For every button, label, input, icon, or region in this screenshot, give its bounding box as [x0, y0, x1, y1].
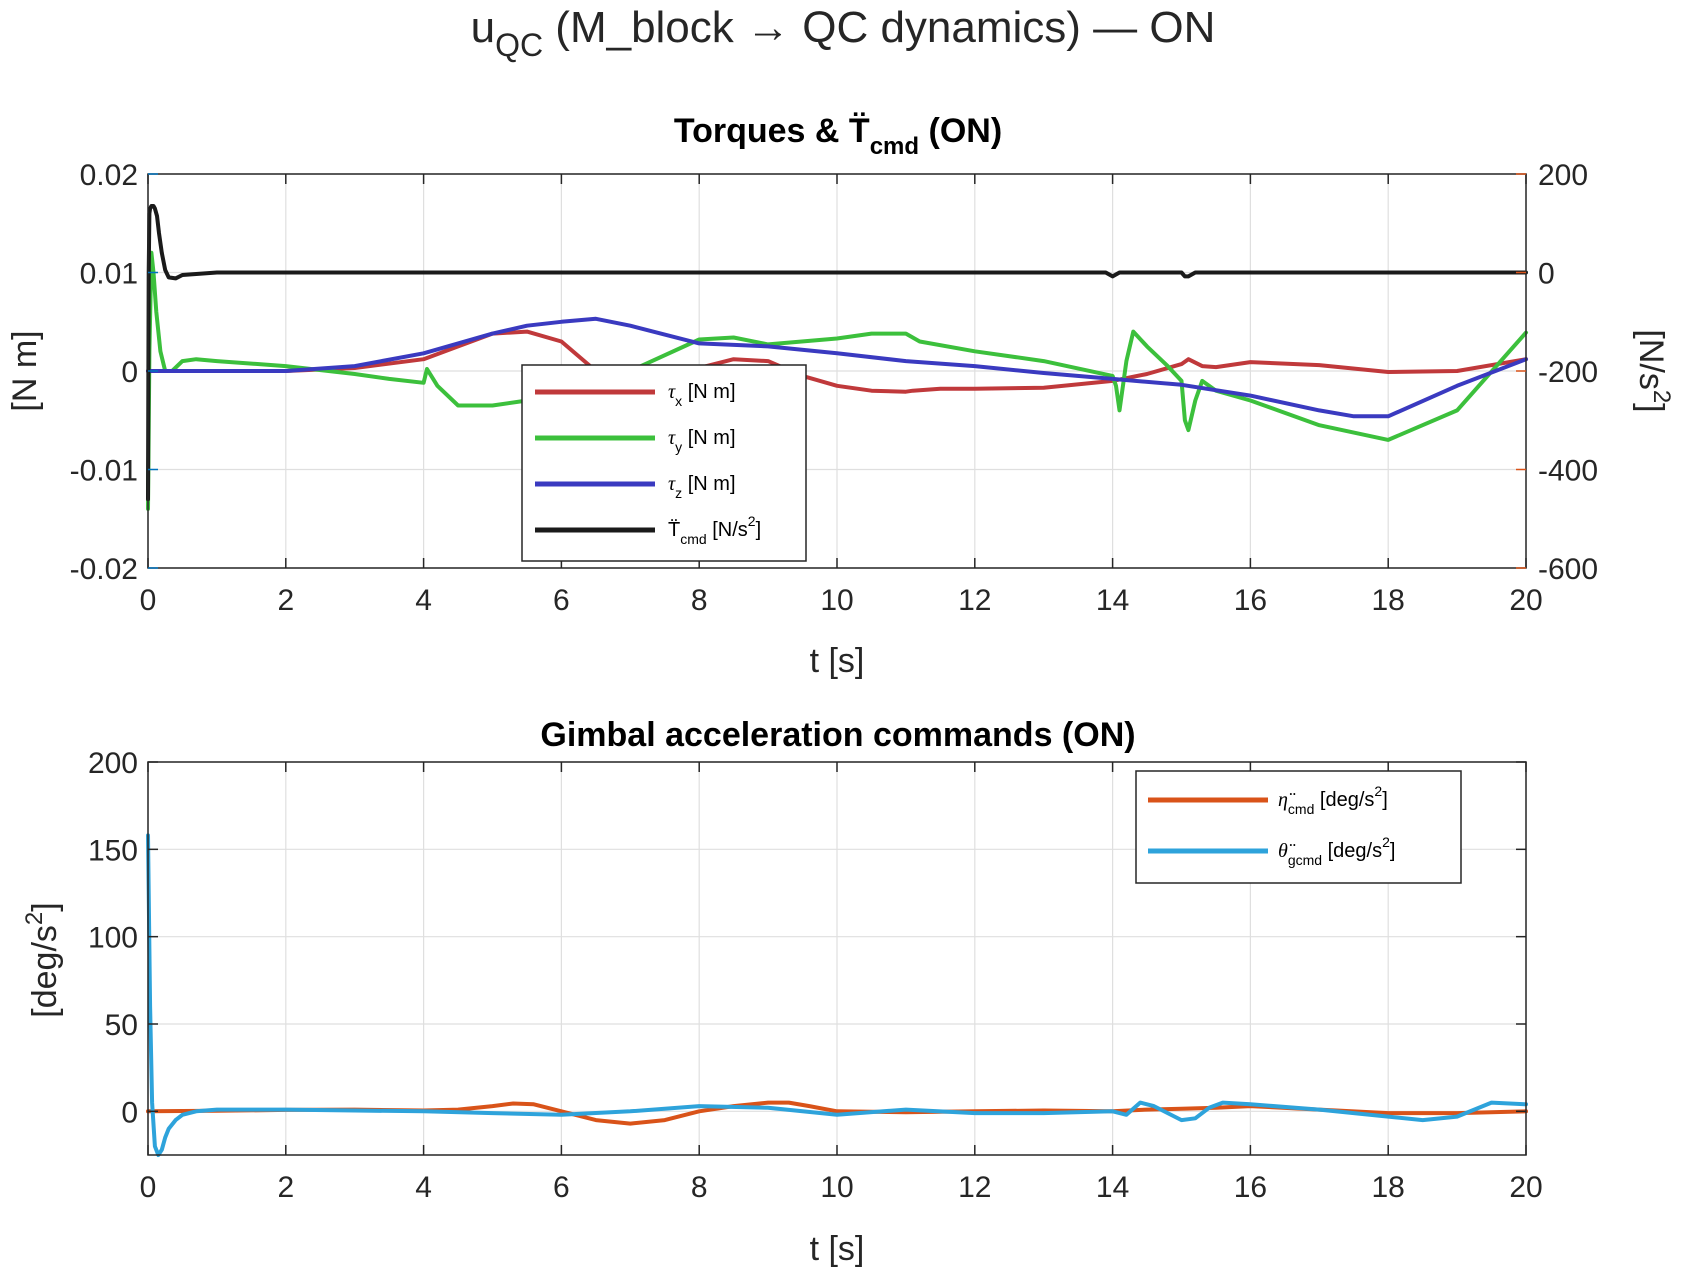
gimbal-y-tick-label: 200: [88, 747, 138, 780]
torques-right-y-tick-label: -200: [1538, 356, 1598, 389]
legend-label-eta: η̈cmd [deg/s2]: [1278, 783, 1388, 817]
legend-label-tau-x: τx [N m]: [668, 381, 736, 409]
gimbal-x-tick-label: 2: [277, 1171, 294, 1204]
torques-x-tick-label: 20: [1509, 584, 1542, 617]
gimbal-x-tick-label: 12: [958, 1171, 991, 1204]
gimbal-y-label: [deg/s2]: [21, 902, 64, 1017]
torques-x-tick-label: 2: [277, 584, 294, 617]
gimbal-legend-box: [1135, 770, 1462, 884]
legend-label-t-cmd: T̈cmd [N/s2]: [668, 513, 761, 547]
torques-y-tick-label: -0.01: [70, 455, 138, 488]
gimbal-y-tick-label: 150: [88, 834, 138, 867]
torques-x-tick-label: 16: [1234, 584, 1267, 617]
torques-x-tick-label: 8: [691, 584, 708, 617]
gimbal-x-ticks: 0 2 4 6 8 10 12 14 16 18 20: [140, 762, 1543, 1204]
gimbal-legend: η̈cmd [deg/s2] θ̈gcmd [deg/s2]: [1135, 770, 1462, 884]
torques-series: [146, 204, 1528, 511]
legend-entry-tau-x: τx [N m]: [535, 381, 736, 409]
series-line-tau-z: [146, 316, 1528, 419]
torques-x-tick-label: 10: [820, 584, 853, 617]
legend-label-tau-z: τz [N m]: [668, 473, 736, 501]
series-line-eta: [146, 1100, 1528, 1126]
figure-title: uQC (M_block → QC dynamics) — ON: [471, 3, 1216, 63]
torques-x-tick-label: 18: [1372, 584, 1405, 617]
torques-x-tick-label: 0: [140, 584, 157, 617]
torques-right-y-tick-label: 200: [1538, 159, 1588, 192]
gimbal-x-tick-label: 18: [1372, 1171, 1405, 1204]
torques-right-y-tick-label: -600: [1538, 553, 1598, 586]
torques-right-y-tick-label: -400: [1538, 455, 1598, 488]
gimbal-x-tick-label: 4: [415, 1171, 432, 1204]
torques-left-y-ticks: -0.02 -0.01 0 0.01 0.02: [70, 159, 158, 586]
legend-entry-theta: θ̈gcmd [deg/s2]: [1148, 834, 1395, 868]
gimbal-y-tick-label: 0: [121, 1096, 138, 1129]
torques-right-y-label: [N/s2]: [1632, 329, 1675, 412]
torques-x-ticks: 0 2 4 6 8 10 12 14 16 18 20: [140, 174, 1543, 617]
gimbal-y-tick-label: 50: [105, 1009, 138, 1042]
torques-axes: Torques & T̈cmd (ON) 0 2 4 6 8 10 12 14 16 18 20 -…: [6, 112, 1675, 680]
torques-x-label: t [s]: [810, 642, 865, 680]
gimbal-x-tick-label: 8: [691, 1171, 708, 1204]
torques-left-y-label: [N m]: [6, 330, 44, 411]
torques-right-y-ticks: -600 -400 -200 0 200: [1516, 159, 1598, 586]
legend-entry-tau-y: τy [N m]: [535, 427, 736, 455]
torques-y-tick-label: -0.02: [70, 553, 138, 586]
gimbal-x-tick-label: 20: [1509, 1171, 1542, 1204]
series-line-T-cmd: [146, 204, 1528, 502]
gimbal-axes: Gimbal acceleration commands (ON) 0 2 4 6 8 1…: [21, 716, 1543, 1268]
torques-y-tick-label: 0.02: [80, 159, 138, 192]
torques-right-y-tick-label: 0: [1538, 258, 1555, 291]
gimbal-y-ticks: 0 50 100 150 200: [88, 747, 1526, 1129]
legend-label-tau-y: τy [N m]: [668, 427, 736, 455]
gimbal-x-tick-label: 16: [1234, 1171, 1267, 1204]
torques-x-tick-label: 6: [553, 584, 570, 617]
gimbal-series: [146, 833, 1528, 1157]
torques-x-tick-label: 14: [1096, 584, 1129, 617]
torques-y-tick-label: 0.01: [80, 258, 138, 291]
gimbal-x-tick-label: 14: [1096, 1171, 1129, 1204]
gimbal-axes-title: Gimbal acceleration commands (ON): [540, 716, 1135, 754]
gimbal-x-label: t [s]: [810, 1230, 865, 1268]
gimbal-x-tick-label: 10: [820, 1171, 853, 1204]
gimbal-y-tick-label: 100: [88, 922, 138, 955]
gimbal-x-tick-label: 6: [553, 1171, 570, 1204]
legend-entry-tau-z: τz [N m]: [535, 473, 736, 501]
series-line-tau-x: [146, 329, 1528, 394]
gimbal-x-tick-label: 0: [140, 1171, 157, 1204]
torques-x-tick-label: 4: [415, 584, 432, 617]
legend-entry-t-cmd: T̈cmd [N/s2]: [535, 513, 761, 547]
torques-y-tick-label: 0: [121, 356, 138, 389]
torques-axes-title: Torques & T̈cmd (ON): [674, 112, 1002, 160]
torques-legend: τx [N m] τy [N m] τz [N m] T̈cmd [N/s2]: [521, 364, 807, 562]
legend-label-theta: θ̈gcmd [deg/s2]: [1278, 834, 1395, 868]
torques-x-tick-label: 12: [958, 584, 991, 617]
series-line-theta: [146, 833, 1528, 1157]
legend-entry-eta: η̈cmd [deg/s2]: [1148, 783, 1388, 817]
